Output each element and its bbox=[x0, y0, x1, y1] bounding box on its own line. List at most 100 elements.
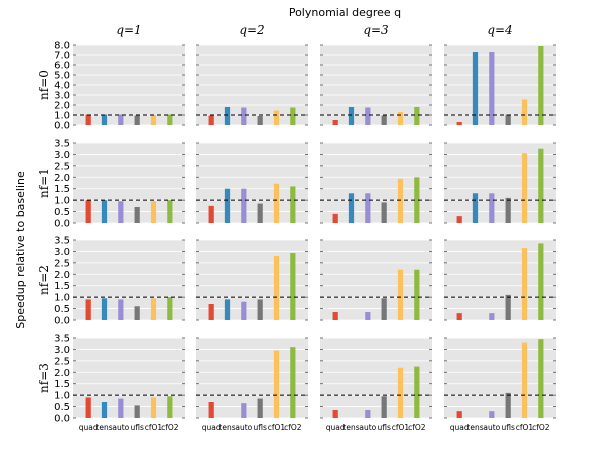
bar-ufls bbox=[381, 202, 387, 223]
bar-quad bbox=[332, 312, 338, 320]
bar-cfO2 bbox=[290, 347, 296, 418]
y-tick-label: 3.5 bbox=[54, 334, 70, 345]
panel-background bbox=[320, 143, 432, 223]
panel-background bbox=[444, 240, 556, 320]
bar-quad bbox=[208, 205, 214, 223]
panel-nf1-q1 bbox=[73, 142, 185, 224]
y-tick-label: 0.0 bbox=[54, 414, 70, 425]
x-tick-label: cfO2 bbox=[284, 423, 302, 432]
bar-ufls bbox=[257, 116, 263, 125]
row-label-nf2: nf=2 bbox=[37, 265, 51, 295]
x-tick-label: auto bbox=[235, 423, 252, 432]
x-tick-label: cfO1 bbox=[268, 423, 286, 432]
bar-cfO1 bbox=[397, 112, 404, 125]
bar-cfO1 bbox=[273, 256, 280, 320]
bar-cfO1 bbox=[150, 201, 157, 223]
bar-cfO1 bbox=[273, 183, 280, 223]
bar-quad bbox=[85, 114, 91, 125]
bar-cfO1 bbox=[150, 397, 157, 418]
y-tick-label: 0.0 bbox=[54, 121, 70, 132]
y-tick-label: 4.0 bbox=[54, 81, 70, 92]
y-tick-label: 2.0 bbox=[54, 173, 70, 184]
bar-ufls bbox=[505, 197, 511, 223]
x-tick-label: ufls bbox=[501, 423, 514, 432]
x-tick-label: cfO2 bbox=[161, 423, 179, 432]
bar-auto bbox=[241, 107, 247, 125]
panel-background bbox=[196, 143, 308, 223]
bar-cfO1 bbox=[521, 342, 528, 418]
panel-background bbox=[196, 338, 308, 418]
panel-background bbox=[73, 338, 185, 418]
bar-cfO2 bbox=[290, 107, 296, 125]
y-tick-label: 1.5 bbox=[54, 184, 70, 195]
bar-cfO2 bbox=[167, 200, 173, 223]
panel-nf0-q1 bbox=[73, 44, 185, 126]
y-axis-label: Speedup relative to baseline bbox=[14, 171, 27, 329]
bar-auto bbox=[489, 411, 495, 418]
y-tick-label: 1.0 bbox=[54, 391, 70, 402]
x-tick-label: cfO2 bbox=[408, 423, 426, 432]
bar-ufls bbox=[134, 207, 140, 223]
x-tick-label: quad bbox=[79, 423, 98, 432]
x-tick-label: ufls bbox=[130, 423, 143, 432]
bar-quad bbox=[208, 304, 214, 320]
x-tick-label: cfO1 bbox=[145, 423, 163, 432]
x-tick-label: tens bbox=[343, 423, 359, 432]
bar-cfO2 bbox=[414, 269, 420, 320]
x-tick-label: tens bbox=[96, 423, 112, 432]
bar-cfO2 bbox=[538, 339, 544, 418]
bar-ufls bbox=[381, 298, 387, 320]
bar-quad bbox=[332, 213, 338, 223]
panel-background bbox=[73, 240, 185, 320]
y-tick-label: 1.5 bbox=[54, 379, 70, 390]
y-tick-label: 5.0 bbox=[54, 71, 70, 82]
panel-background bbox=[73, 143, 185, 223]
bar-auto bbox=[489, 313, 495, 320]
bar-quad bbox=[456, 122, 462, 125]
x-tick-label: ufls bbox=[253, 423, 266, 432]
bar-cfO2 bbox=[414, 366, 420, 418]
bar-cfO1 bbox=[521, 153, 528, 223]
bar-cfO1 bbox=[521, 248, 528, 320]
bar-ufls bbox=[381, 396, 387, 418]
y-tick-label: 6.0 bbox=[54, 61, 70, 72]
bar-cfO1 bbox=[397, 367, 404, 418]
bar-quad bbox=[208, 402, 214, 418]
column-title-q4: q=4 bbox=[487, 23, 512, 37]
bar-ufls bbox=[134, 306, 140, 320]
bar-cfO2 bbox=[290, 186, 296, 223]
y-tick-label: 1.0 bbox=[54, 111, 70, 122]
y-tick-label: 2.5 bbox=[54, 258, 70, 269]
y-tick-label: 3.5 bbox=[54, 236, 70, 247]
bar-auto bbox=[241, 403, 247, 418]
y-tick-label: 3.0 bbox=[54, 150, 70, 161]
bar-cfO2 bbox=[167, 297, 173, 320]
bar-cfO2 bbox=[290, 253, 296, 320]
bar-quad bbox=[85, 200, 91, 223]
bar-cfO2 bbox=[538, 148, 544, 223]
bar-quad bbox=[456, 216, 462, 223]
y-tick-label: 0.0 bbox=[54, 316, 70, 327]
bar-ufls bbox=[505, 392, 511, 418]
bar-auto bbox=[365, 410, 371, 418]
x-tick-label: tens bbox=[467, 423, 483, 432]
y-tick-label: 1.5 bbox=[54, 281, 70, 292]
bar-ufls bbox=[257, 299, 263, 320]
column-title-q2: q=2 bbox=[239, 23, 264, 37]
bar-cfO1 bbox=[150, 298, 157, 320]
row-label-nf1: nf=1 bbox=[37, 168, 51, 198]
panel-nf1-q2 bbox=[196, 142, 308, 224]
bar-auto bbox=[118, 114, 124, 125]
panel-nf2-q3 bbox=[320, 239, 432, 321]
bar-tens bbox=[224, 188, 231, 223]
bar-auto bbox=[365, 312, 371, 320]
bar-quad bbox=[456, 313, 462, 320]
bar-cfO1 bbox=[521, 99, 528, 125]
panel-background bbox=[444, 143, 556, 223]
panel-background bbox=[196, 240, 308, 320]
y-tick-label: 2.0 bbox=[54, 368, 70, 379]
bar-tens bbox=[348, 107, 355, 125]
